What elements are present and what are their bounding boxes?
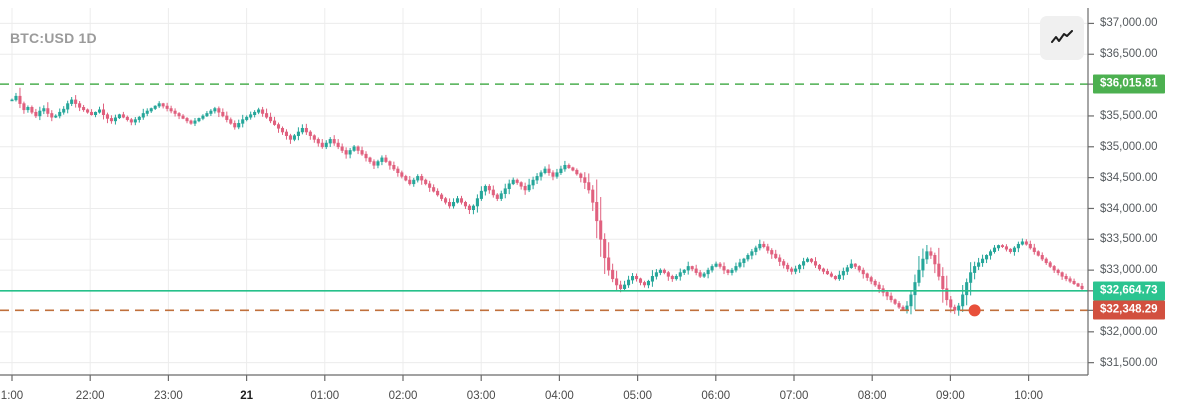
support-price-badge[interactable]: $32,664.73 (1093, 281, 1165, 301)
page-title: BTC:USD 1D (10, 30, 97, 46)
x-axis-tick-label: 09:00 (936, 390, 965, 402)
x-axis-tick-label: 10:00 (1014, 390, 1043, 402)
x-axis-tick-label: 06:00 (701, 390, 731, 402)
y-axis-tick-label: $35,500.00 (1100, 109, 1158, 122)
x-axis-tick-label: 07:00 (779, 390, 809, 402)
y-axis-tick-label: $35,000.00 (1100, 140, 1158, 153)
x-axis-tick-label: 03:00 (466, 390, 496, 402)
x-axis-tick-label: 1:00 (0, 390, 24, 402)
line-chart-icon (1051, 30, 1073, 46)
stop-price-badge[interactable]: $32,348.29 (1093, 300, 1165, 320)
y-axis-tick-label: $34,500.00 (1100, 171, 1158, 184)
y-axis-tick-label: $33,500.00 (1100, 233, 1158, 246)
y-axis-tick-label: $33,000.00 (1100, 264, 1158, 277)
y-axis-tick-label: $34,000.00 (1100, 202, 1158, 215)
x-axis-tick-label: 08:00 (857, 390, 887, 402)
x-axis-tick-label: 21 (240, 390, 253, 402)
x-axis-tick-label: 04:00 (545, 390, 574, 402)
y-axis-tick-label: $37,000.00 (1100, 17, 1158, 30)
x-axis-tick-label: 22:00 (75, 390, 105, 402)
chart-type-toggle-button[interactable] (1040, 16, 1084, 60)
y-axis-tick-label: $32,000.00 (1100, 325, 1158, 338)
y-axis-tick-label: $36,500.00 (1100, 48, 1158, 61)
y-axis-tick-label: $31,500.00 (1100, 356, 1158, 369)
x-axis-tick-label: 23:00 (154, 390, 183, 402)
x-axis-tick-label: 02:00 (388, 390, 418, 402)
resistance-price-badge[interactable]: $36,015.81 (1093, 74, 1165, 94)
x-axis-tick-label: 01:00 (310, 390, 340, 402)
x-axis-tick-label: 05:00 (623, 390, 652, 402)
